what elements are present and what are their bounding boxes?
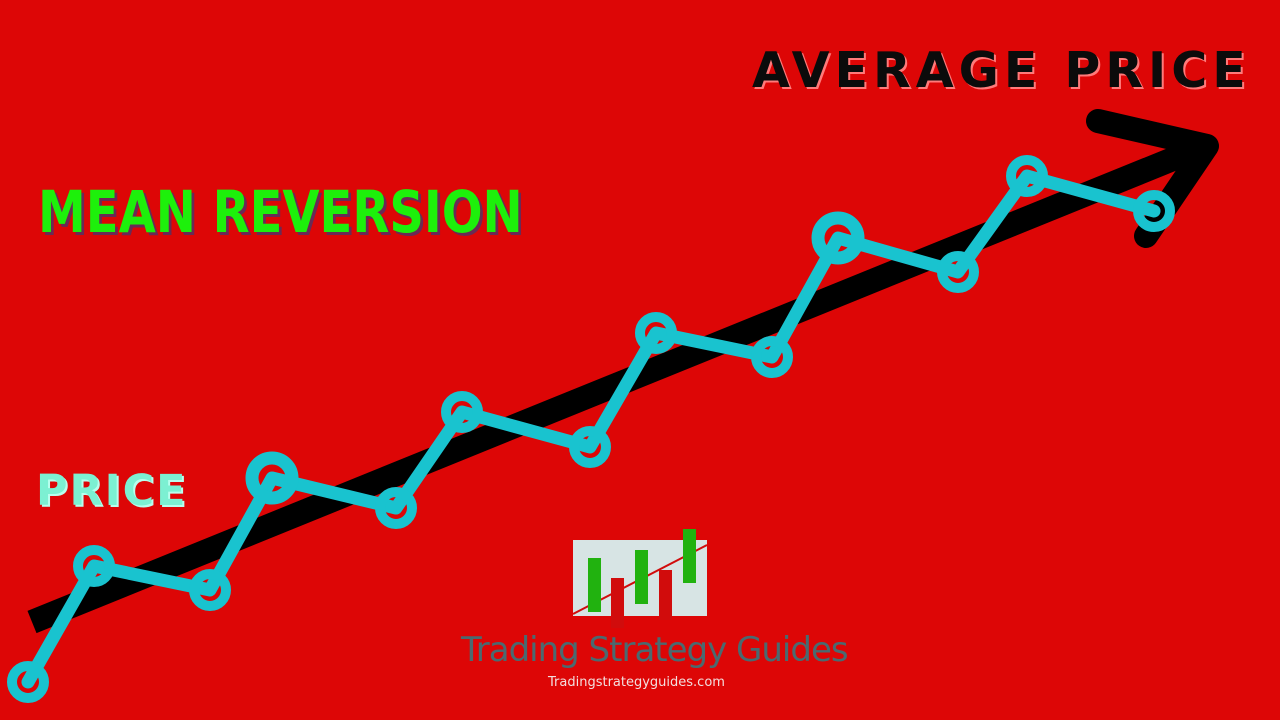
price-line — [21, 169, 1161, 689]
price-point — [441, 391, 483, 433]
average-price-label: AVERAGE PRICE — [752, 42, 1251, 99]
logo-candle-green-2 — [635, 550, 648, 604]
brand-url: Tradingstrategyguides.com — [548, 675, 725, 690]
price-point — [375, 487, 417, 529]
price-point — [569, 426, 611, 468]
logo-candle-green-1 — [588, 558, 601, 612]
mean-reversion-title: MEAN REVERSION — [38, 178, 523, 246]
price-point — [189, 569, 231, 611]
price-point — [937, 251, 979, 293]
price-points — [7, 155, 1175, 703]
logo-candle-green-3 — [683, 529, 696, 583]
price-point — [635, 312, 677, 354]
average-price-arrow-shaft — [27, 134, 1210, 634]
logo-candle-red-2 — [659, 570, 672, 620]
price-point — [751, 336, 793, 378]
price-point — [245, 451, 299, 505]
price-label: PRICE — [36, 466, 188, 516]
trading-strategy-guides-logo — [572, 529, 708, 628]
price-point — [1006, 155, 1048, 197]
brand-name: Trading Strategy Guides — [461, 630, 849, 670]
price-point — [73, 545, 115, 587]
price-point — [7, 661, 49, 703]
price-point — [1133, 190, 1175, 232]
logo-candle-red-1 — [611, 578, 624, 628]
price-point — [811, 211, 865, 265]
